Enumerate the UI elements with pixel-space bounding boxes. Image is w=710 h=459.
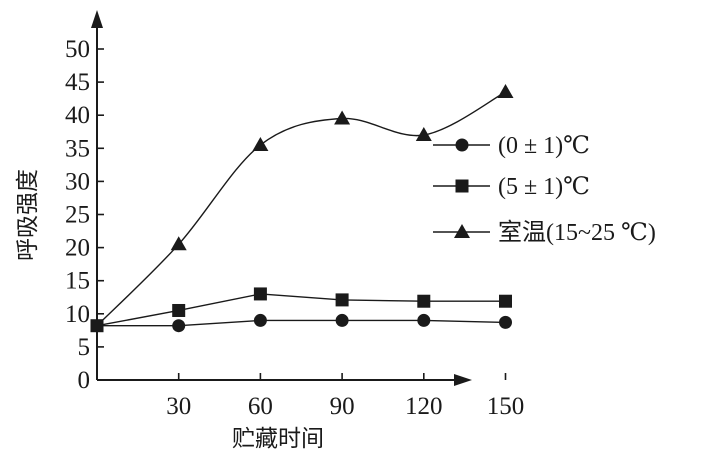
y-tick-label: 45 (65, 69, 90, 96)
legend-label: (5 ± 1)℃ (498, 174, 590, 200)
x-tick-label: 60 (248, 393, 273, 420)
data-point-circle (335, 313, 349, 327)
legend-label: (0 ± 1)℃ (498, 133, 590, 159)
data-point-triangle (497, 84, 514, 99)
y-axis-title: 呼吸强度 (15, 169, 41, 261)
data-point-square (172, 303, 186, 317)
x-axis-title: 贮藏时间 (232, 426, 324, 452)
axes (91, 10, 472, 386)
series-line-1 (97, 319, 506, 327)
data-point-triangle (252, 136, 269, 151)
data-point-circle (253, 313, 267, 327)
data-point-circle (417, 313, 431, 327)
data-point-circle (172, 319, 186, 333)
y-tick-label: 15 (65, 268, 90, 295)
x-axis-arrow (454, 374, 472, 386)
legend-label: 室温(15~25 ℃) (498, 219, 656, 246)
y-tick-label: 30 (65, 168, 90, 195)
data-point-square (253, 287, 267, 301)
x-tick-label: 90 (330, 393, 355, 420)
y-tick-label: 0 (78, 367, 91, 394)
y-tick-label: 35 (65, 135, 90, 162)
data-point-triangle (415, 127, 432, 142)
series-line-3 (96, 91, 506, 327)
data-point-square (499, 294, 512, 308)
legend-marker-triangle (454, 224, 470, 238)
x-tick-label: 30 (166, 393, 191, 420)
data-point-triangle (170, 236, 187, 251)
legend-marker-square (455, 179, 469, 193)
data-point-circle (499, 315, 512, 329)
data-point-start (90, 319, 104, 333)
series-lines (96, 91, 506, 327)
legend-marker-circle (455, 138, 469, 152)
y-axis-arrow (91, 10, 103, 28)
series-markers (90, 84, 514, 333)
x-tick-label: 120 (405, 393, 443, 420)
x-tick-label: 150 (487, 393, 525, 420)
data-point-square (335, 293, 349, 307)
series-line-2 (96, 293, 506, 327)
y-tick-label: 40 (65, 102, 90, 129)
y-tick-label: 10 (65, 301, 90, 328)
y-tick-label: 25 (65, 202, 90, 229)
ticks: 0 5 10 15 20 25 30 35 40 45 50 30 60 90 120 150 (65, 36, 524, 420)
legend: (0 ± 1)℃ (5 ± 1)℃ 室温(15~25 ℃) (433, 133, 656, 246)
data-point-square (417, 294, 431, 308)
y-tick-label: 20 (65, 235, 90, 262)
y-tick-label: 5 (78, 334, 91, 361)
data-point-triangle (334, 110, 351, 125)
y-tick-label: 50 (65, 36, 90, 63)
